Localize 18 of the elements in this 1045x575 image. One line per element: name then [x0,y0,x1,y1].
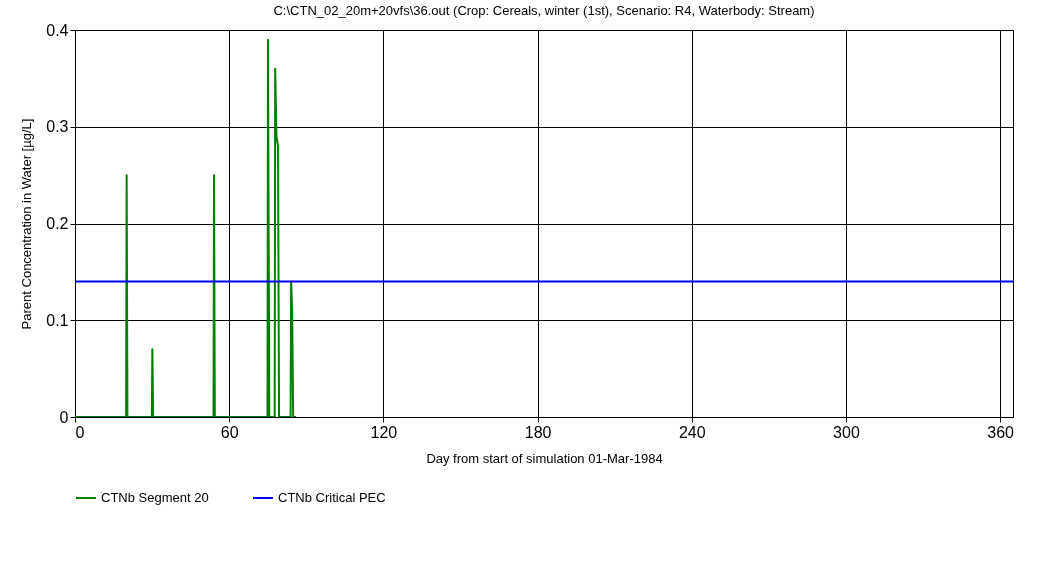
y-axis-title: Parent Concentration in Water [µg/L] [19,118,35,330]
x-tick-label: 120 [370,423,398,441]
y-tick-label: 0.4 [46,21,69,39]
x-tick-label: 360 [987,423,1015,441]
x-tick-label: 60 [220,423,239,441]
x-tick-label: 180 [524,423,552,441]
y-tick-label: 0 [59,408,69,426]
line-series [75,38,298,417]
y-tick-label: 0.2 [46,215,69,232]
x-tick-label: 240 [678,423,706,441]
x-axis-title: Day from start of simulation 01-Mar-1984 [426,450,663,466]
legend-label: CTNb Segment 20 [101,490,209,505]
chart-title: C:\CTN_02_20m+20vfs\36.out (Crop: Cereals, winter (1st), Scenario: R4, Waterbody: Stream) [273,3,815,18]
y-tick-label: 0.1 [46,311,69,329]
x-tick-label: 0 [75,423,85,441]
x-tick-label: 300 [833,423,860,441]
y-tick-label: 0.3 [46,118,69,136]
legend-label: CTNb Critical PEC [278,490,386,505]
